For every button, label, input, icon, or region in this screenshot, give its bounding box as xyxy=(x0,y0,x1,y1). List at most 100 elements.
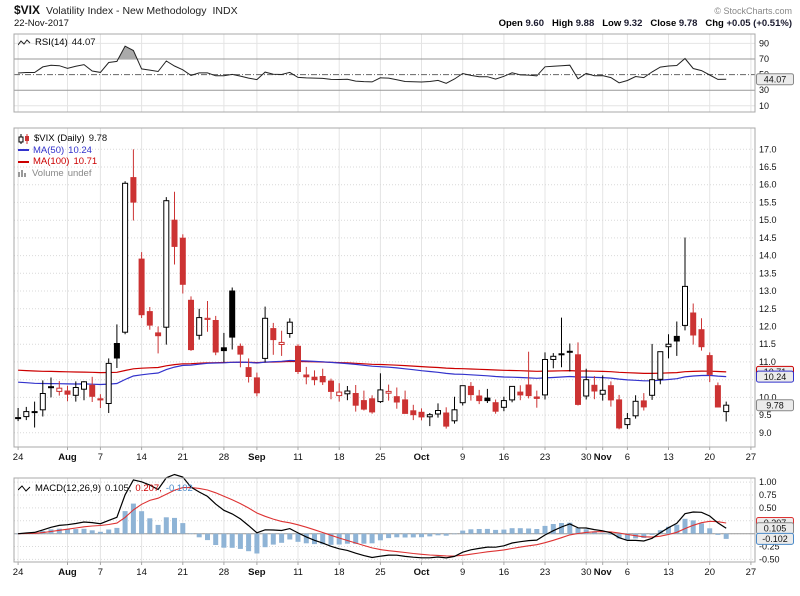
macd-histogram-bar xyxy=(213,533,219,545)
candlestick-series xyxy=(15,149,730,430)
ma50-last-value-label xyxy=(756,370,794,383)
macd-histogram-bar xyxy=(443,533,449,536)
candle xyxy=(575,354,581,405)
macd-histogram-bar xyxy=(419,533,424,538)
macd-histogram-bar xyxy=(336,533,342,545)
candle xyxy=(492,402,499,412)
candle xyxy=(500,400,507,408)
svg-text:14: 14 xyxy=(136,567,147,578)
candle xyxy=(122,182,129,333)
candle xyxy=(451,409,458,422)
candle xyxy=(591,384,598,392)
candle xyxy=(23,411,30,418)
candle xyxy=(155,332,162,337)
macd-histogram-bar xyxy=(320,533,326,545)
macd-histogram-bar xyxy=(723,533,729,539)
svg-text:13: 13 xyxy=(663,452,674,463)
candle xyxy=(657,351,664,380)
macd-histogram-bar xyxy=(666,526,671,534)
candle xyxy=(188,299,194,351)
candle xyxy=(15,417,22,420)
macd-histogram-bar xyxy=(657,530,663,534)
candle xyxy=(673,335,680,342)
svg-text:25: 25 xyxy=(375,452,386,463)
svg-text:7: 7 xyxy=(98,452,103,463)
ma100-line xyxy=(18,360,727,374)
svg-text:12.5: 12.5 xyxy=(759,304,777,314)
svg-text:21: 21 xyxy=(178,567,189,578)
candle xyxy=(48,386,54,389)
svg-text:23: 23 xyxy=(540,567,551,578)
rsi-value: 44.07 xyxy=(71,37,96,48)
svg-text:10.24: 10.24 xyxy=(764,372,787,382)
macd-histogram-bar xyxy=(279,533,285,543)
macd-histogram-bar xyxy=(180,523,186,534)
candle xyxy=(525,384,532,397)
macd-histogram-bar xyxy=(501,529,507,534)
macd-hist-last-value-label xyxy=(756,532,794,545)
volume-label: Volume xyxy=(32,167,64,179)
macd-histogram-bar xyxy=(435,533,441,536)
svg-text:24: 24 xyxy=(13,567,24,578)
svg-text:Aug: Aug xyxy=(58,567,77,578)
price-panel: 9.09.510.010.511.011.512.012.513.013.514… xyxy=(13,127,794,463)
macd-histogram-bar xyxy=(312,533,317,545)
close-label: Close xyxy=(650,18,677,29)
macd-histogram-bar xyxy=(674,524,680,534)
svg-text:Nov: Nov xyxy=(594,567,613,578)
candle xyxy=(212,320,219,353)
macd-histogram-bar xyxy=(452,533,457,535)
candle xyxy=(706,355,713,375)
candle xyxy=(171,219,178,247)
close-last-value-label xyxy=(756,399,794,412)
svg-text:Oct: Oct xyxy=(414,567,431,578)
svg-text:13: 13 xyxy=(663,567,674,578)
ma50-label: MA(50) xyxy=(33,144,65,156)
macd-histogram-bar xyxy=(600,532,606,534)
svg-text:9.5: 9.5 xyxy=(759,410,772,420)
candle xyxy=(146,311,153,326)
ticker-symbol: $VIX xyxy=(14,3,41,17)
candle xyxy=(196,317,203,336)
high-value: 9.88 xyxy=(575,18,595,29)
svg-text:6: 6 xyxy=(625,452,630,463)
candle xyxy=(278,341,285,345)
candle xyxy=(295,345,301,372)
candle xyxy=(632,400,639,417)
candle xyxy=(39,393,46,411)
svg-text:Oct: Oct xyxy=(414,452,431,463)
chart-date: 22-Nov-2017 xyxy=(14,18,69,29)
chart-header: $VIX Volatility Index - New Methodology … xyxy=(14,3,792,29)
macd-histogram-bar xyxy=(163,517,169,534)
svg-text:90: 90 xyxy=(759,38,769,48)
macd-histogram-bar xyxy=(229,533,235,548)
macd-histogram xyxy=(15,503,729,554)
macd-histogram-bar xyxy=(81,528,87,534)
macd-histogram-bar xyxy=(106,529,112,534)
candle xyxy=(723,404,730,413)
candle xyxy=(81,381,87,390)
candle xyxy=(665,343,672,348)
svg-text:28: 28 xyxy=(219,567,230,578)
macd-histogram-bar xyxy=(130,503,136,534)
price-legend: $VIX (Daily) 9.78 MA(50) 10.24 MA(100) 1… xyxy=(18,133,107,179)
macd-histogram-bar xyxy=(526,528,532,534)
macd-histogram-bar xyxy=(270,533,276,545)
svg-text:15.5: 15.5 xyxy=(759,197,777,207)
svg-text:10.0: 10.0 xyxy=(759,392,777,402)
ma50-value: 10.24 xyxy=(68,144,92,156)
macd-histogram-bar xyxy=(690,520,696,534)
macd-histogram-bar xyxy=(287,533,293,540)
svg-text:9.78: 9.78 xyxy=(766,400,784,410)
svg-text:-0.50: -0.50 xyxy=(759,554,780,564)
candle xyxy=(97,398,104,401)
candle xyxy=(418,411,425,418)
macd-histogram-bar xyxy=(460,530,466,534)
candle xyxy=(303,374,310,378)
rsi-line xyxy=(18,45,727,84)
candle xyxy=(286,321,293,335)
macd-value: 0.105, xyxy=(105,483,132,494)
candle xyxy=(714,385,721,408)
macd-histogram-bar xyxy=(328,533,334,545)
svg-text:28: 28 xyxy=(219,452,230,463)
